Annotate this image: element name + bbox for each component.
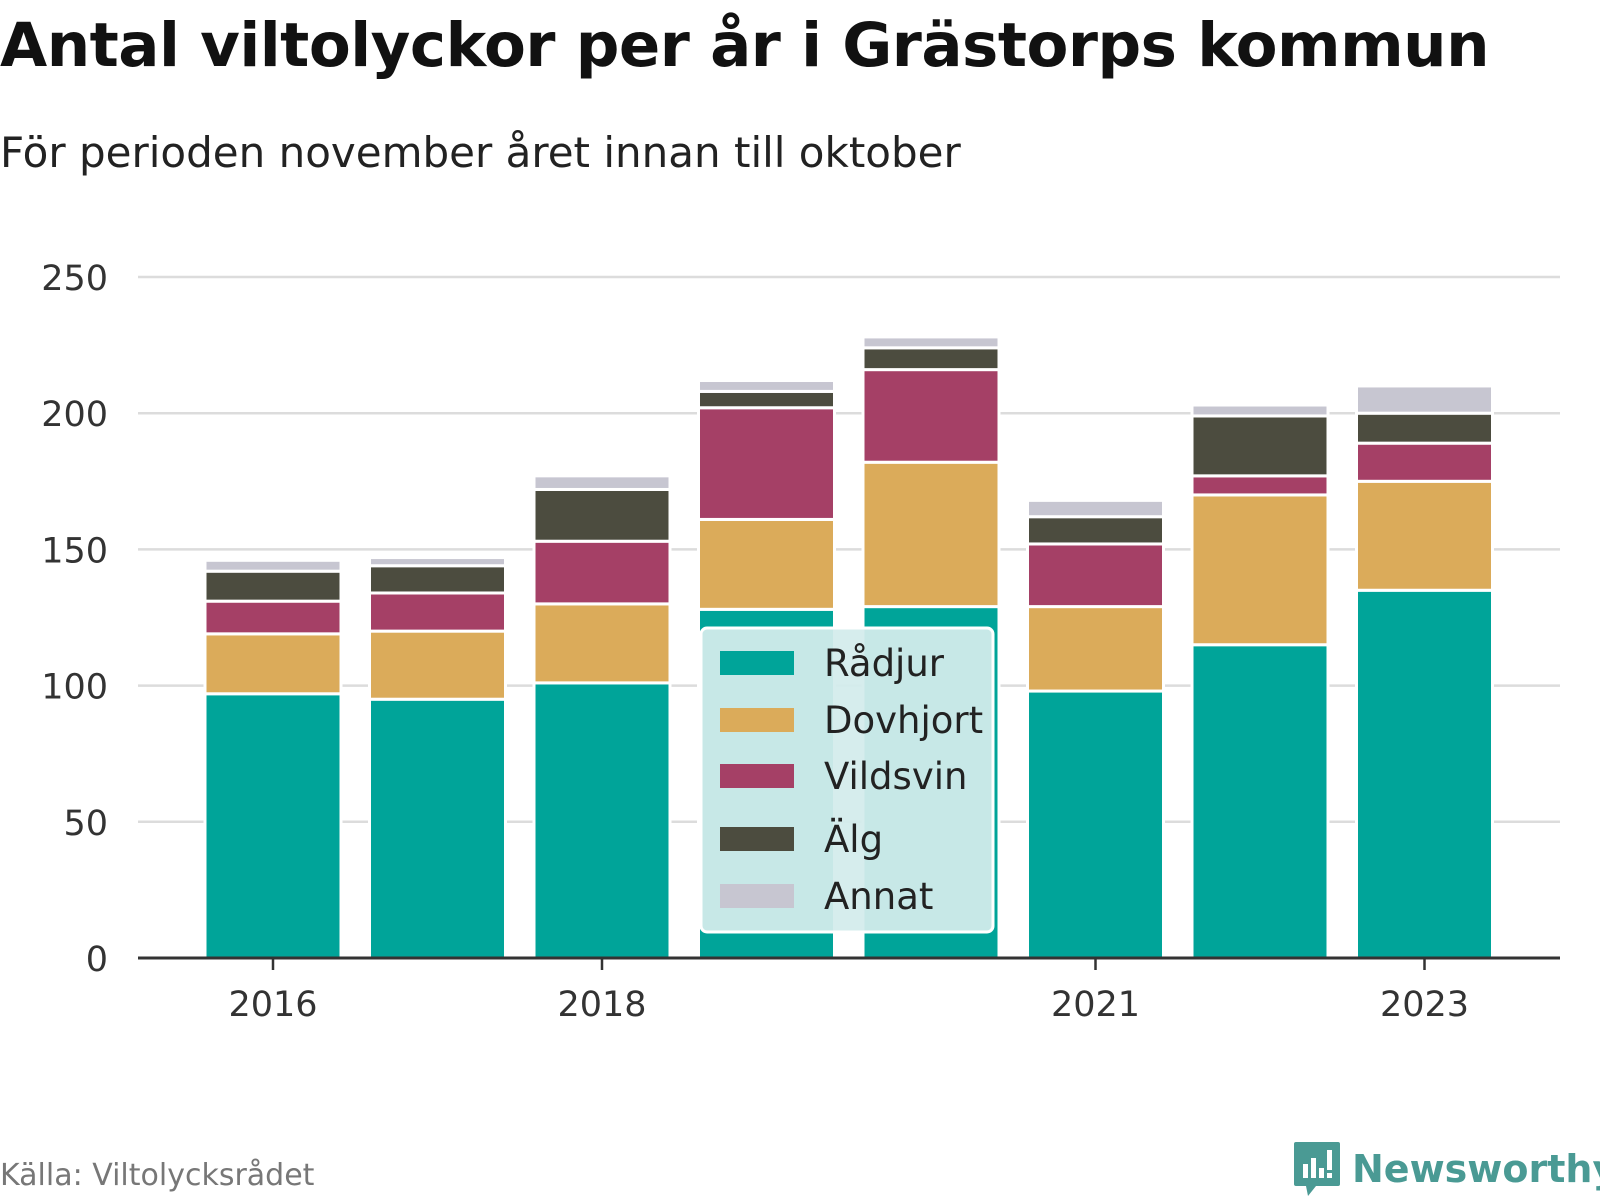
bar-segment-2022-vildsvin xyxy=(1190,474,1330,497)
bar-segment-2021-dovhjort xyxy=(1026,605,1165,693)
bar-segment-2023-rådjur xyxy=(1355,588,1494,960)
bar-segment-2023-annat xyxy=(1355,384,1494,415)
y-tick-label-200: 200 xyxy=(41,395,108,435)
legend-label-rådjur: Rådjur xyxy=(824,642,945,685)
bar-segment-2022-annat xyxy=(1190,403,1330,418)
legend-swatch-vildsvin xyxy=(720,764,794,788)
chart-title: Antal viltolyckor per år i Grästorps kom… xyxy=(0,10,1490,81)
legend-label-dovhjort: Dovhjort xyxy=(824,699,983,742)
y-tick-label-100: 100 xyxy=(41,668,108,708)
bar-segment-2023-älg xyxy=(1355,411,1494,445)
source-note: Källa: Viltolycksrådet xyxy=(0,1158,315,1193)
y-tick-label-250: 250 xyxy=(41,259,108,299)
legend-label-vildsvin: Vildsvin xyxy=(824,755,967,798)
legend: Rådjur Dovhjort Vildsvin Älg Annat xyxy=(699,626,995,934)
bar-segment-2016-dovhjort xyxy=(203,632,343,696)
bar-segment-2016-rådjur xyxy=(203,692,343,960)
bar-segment-2023-dovhjort xyxy=(1355,479,1494,592)
bar-segment-2018-annat xyxy=(532,474,672,491)
bar-segment-2017-annat xyxy=(368,556,507,568)
x-tick-label-2016: 2016 xyxy=(228,985,317,1025)
y-tick-label-50: 50 xyxy=(63,804,108,844)
brand-logo: Newsworthy xyxy=(1292,1140,1600,1198)
bar-segment-2020-älg xyxy=(861,346,1001,372)
bar-segment-2021-älg xyxy=(1026,515,1165,546)
bar-segment-2016-vildsvin xyxy=(203,599,343,636)
bar-segment-2019-annat xyxy=(697,379,836,393)
legend-label-älg: Älg xyxy=(824,818,883,861)
bar-segment-2017-älg xyxy=(368,564,507,595)
bar-segment-2021-rådjur xyxy=(1026,689,1165,960)
bar-segment-2018-dovhjort xyxy=(532,602,672,685)
legend-swatch-dovhjort xyxy=(720,708,794,732)
bar-segment-2022-rådjur xyxy=(1190,643,1330,960)
bar-segment-2021-vildsvin xyxy=(1026,542,1165,609)
newsworthy-logo-icon xyxy=(1294,1142,1340,1196)
bar-segment-2021-annat xyxy=(1026,498,1165,519)
bar-segment-2017-dovhjort xyxy=(368,629,507,701)
bar-segment-2020-annat xyxy=(861,335,1001,350)
bar-segment-2020-vildsvin xyxy=(861,368,1001,464)
chart-subtitle: För perioden november året innan till ok… xyxy=(0,128,961,177)
bar-segment-2018-älg xyxy=(532,487,672,543)
x-tick-label-2018: 2018 xyxy=(557,985,646,1025)
legend-swatch-annat xyxy=(720,884,794,908)
bar-segment-2016-annat xyxy=(203,558,343,573)
bar-segment-2022-dovhjort xyxy=(1190,493,1330,647)
y-tick-label-150: 150 xyxy=(41,531,108,571)
legend-swatch-rådjur xyxy=(720,651,794,675)
bar-segment-2017-rådjur xyxy=(368,697,507,960)
bar-segment-2016-älg xyxy=(203,569,343,603)
bar-segment-2018-vildsvin xyxy=(532,539,672,606)
bar-segment-2019-dovhjort xyxy=(697,517,836,611)
x-tick-label-2023: 2023 xyxy=(1380,985,1469,1025)
bar-segment-2017-vildsvin xyxy=(368,591,507,633)
bar-segment-2023-vildsvin xyxy=(1355,441,1494,483)
y-tick-label-0: 0 xyxy=(86,940,108,980)
legend-swatch-älg xyxy=(720,827,794,851)
bar-segment-2020-dovhjort xyxy=(861,460,1001,609)
legend-label-annat: Annat xyxy=(824,875,933,918)
brand-name: Newsworthy xyxy=(1352,1147,1600,1191)
bar-segment-2018-rådjur xyxy=(532,681,672,960)
legend-box xyxy=(699,626,995,934)
bar-segment-2022-älg xyxy=(1190,414,1330,478)
bar-segment-2019-vildsvin xyxy=(697,406,836,521)
x-tick-label-2021: 2021 xyxy=(1051,985,1140,1025)
bar-segment-2019-älg xyxy=(697,389,836,410)
